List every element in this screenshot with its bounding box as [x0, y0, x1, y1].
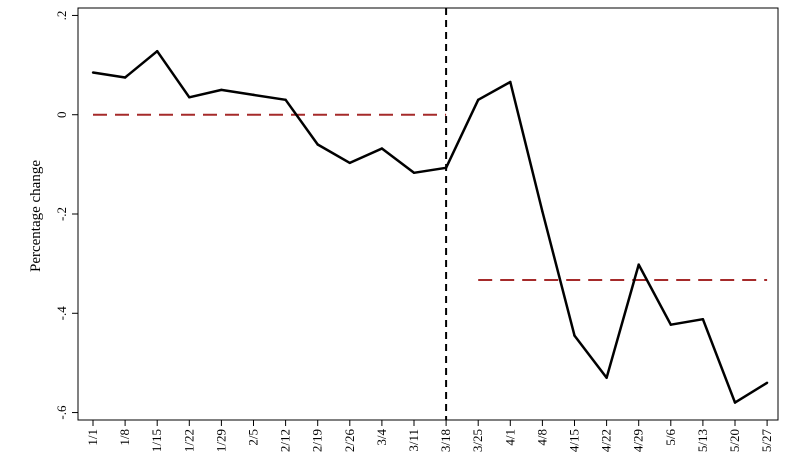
data-point: [156, 49, 159, 53]
x-tick-label: 1/29: [213, 429, 228, 452]
x-tick-label: 4/15: [567, 429, 582, 452]
x-tick-label: 2/5: [246, 429, 261, 446]
data-point: [669, 323, 672, 326]
x-tick-label: 5/27: [759, 429, 774, 453]
data-point: [412, 171, 416, 174]
y-axis-title: Percentage change: [28, 160, 44, 272]
data-point: [252, 93, 255, 97]
x-tick-label: 1/22: [181, 429, 196, 452]
data-point: [701, 318, 705, 321]
data-point: [188, 96, 191, 99]
data-point: [765, 381, 769, 384]
x-tick-label: 1/1: [85, 429, 100, 446]
x-tick-label: 2/19: [310, 429, 325, 452]
x-tick-label: 1/8: [117, 429, 132, 446]
x-tick-label: 5/13: [695, 429, 710, 452]
x-tick-label: 1/15: [149, 429, 164, 452]
x-tick-label: 4/22: [599, 429, 614, 452]
y-tick-label: -.2: [54, 207, 69, 221]
x-tick-label: 5/20: [727, 429, 742, 452]
data-point: [91, 71, 95, 74]
y-tick-label: 0: [54, 111, 69, 118]
y-tick-label: -.6: [54, 405, 69, 420]
x-tick-label: 3/25: [470, 429, 485, 452]
y-tick-label: .2: [54, 11, 69, 21]
x-tick-label: 3/18: [438, 429, 453, 452]
data-point: [380, 147, 384, 150]
y-tick-label: -.4: [54, 306, 69, 321]
mean-lines: [93, 113, 768, 282]
data-point: [348, 161, 351, 165]
data-point: [316, 143, 319, 146]
series-line: [92, 49, 768, 404]
x-tick-label: 4/1: [502, 429, 517, 446]
x-tick-label: 3/11: [406, 429, 421, 452]
x-axis: 1/1 1/8 1/15 1/22 1/29 2/5 2/12 2/19 2/26 3/4 3/11…: [85, 420, 774, 452]
data-point: [123, 76, 127, 79]
x-tick-label: 2/26: [342, 429, 357, 453]
data-point: [605, 376, 608, 380]
data-point: [444, 166, 448, 170]
data-point: [733, 401, 737, 404]
series-points: [91, 49, 769, 404]
x-tick-label: 2/12: [278, 429, 293, 452]
data-point: [637, 263, 640, 266]
data-point: [220, 88, 223, 92]
data-point: [573, 334, 576, 337]
data-point: [509, 80, 512, 84]
y-axis: .2 0 -.2 -.4 -.6: [54, 11, 78, 420]
data-point: [477, 98, 480, 102]
plot-frame: [77, 7, 779, 421]
x-tick-label: 4/29: [631, 429, 646, 452]
x-tick-label: 3/4: [374, 429, 389, 446]
data-point: [541, 210, 544, 213]
data-point: [284, 98, 287, 102]
x-tick-label: 4/8: [534, 429, 549, 446]
x-tick-label: 5/6: [663, 429, 678, 446]
